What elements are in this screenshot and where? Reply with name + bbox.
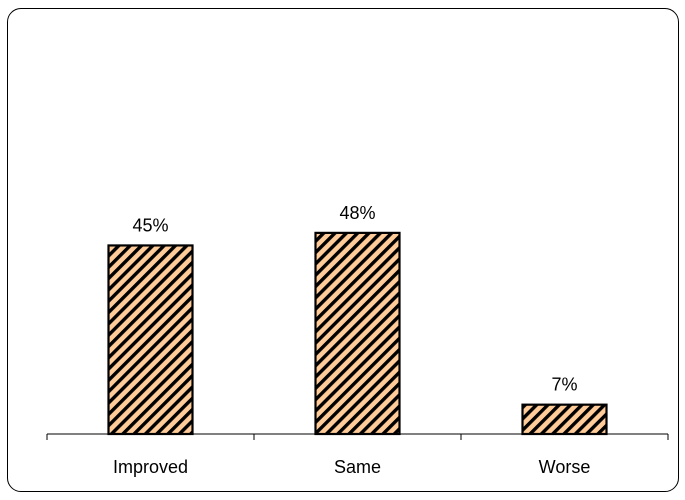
x-tick-label-same: Same [334,457,381,477]
x-axis [46,433,669,440]
x-tick-label-worse: Worse [539,457,591,477]
bar-worse [521,403,608,436]
data-label-worse: 7% [551,375,577,395]
bar-same [314,231,401,436]
labels-group: 45% Improved 48% Same 7% Worse [113,203,590,477]
bar-improved [107,244,194,436]
data-label-same: 48% [339,203,375,223]
data-label-improved: 45% [132,215,168,235]
bars-group [107,231,608,436]
x-tick-label-improved: Improved [113,457,188,477]
